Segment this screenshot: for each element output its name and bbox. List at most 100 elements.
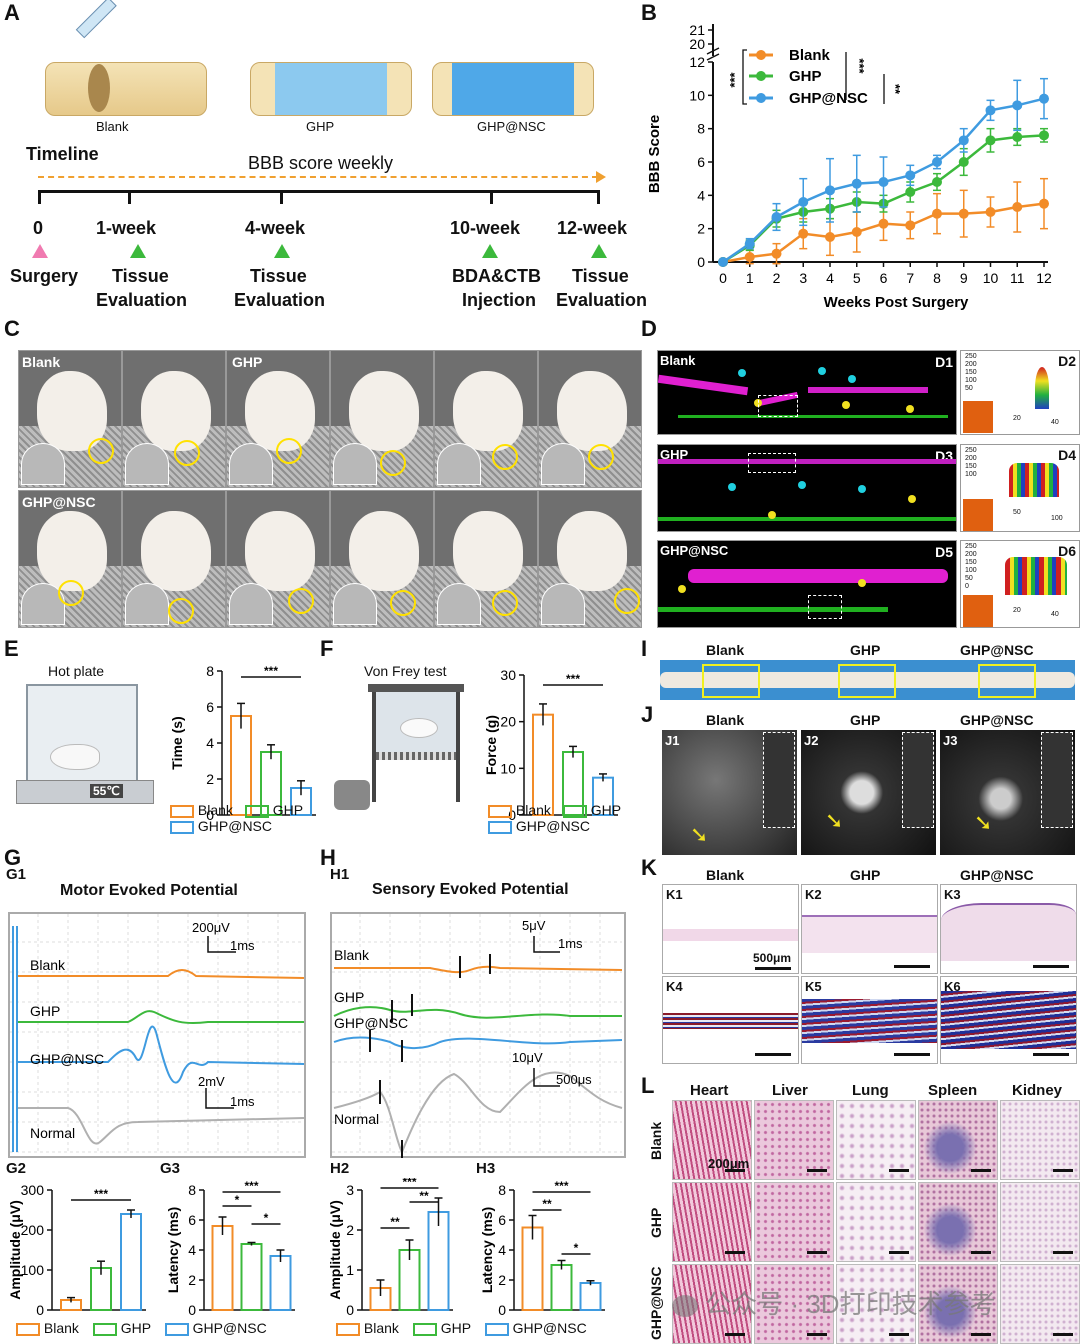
c-paw-circle: [174, 440, 200, 466]
d5-yellow-dot: [858, 579, 866, 587]
bar-ytick-label: 3: [346, 1182, 354, 1198]
d4-thumb: [963, 499, 993, 531]
k6-scalebar: [1033, 1053, 1069, 1056]
chart-b-point: [985, 135, 996, 146]
d1-image: Blank D1: [657, 350, 957, 435]
d5-image: GHP@NSC D5: [657, 540, 957, 628]
c-paw-inset: [541, 583, 585, 625]
c-photo-2: [226, 350, 330, 488]
l-organ-lung: Lung: [852, 1082, 889, 1099]
d4-z2: 150: [965, 463, 977, 470]
c-rat: [453, 511, 523, 591]
h1-title: Sensory Evoked Potential: [372, 881, 569, 898]
c-rat: [245, 511, 315, 591]
bar-ytick-label: 1: [346, 1262, 354, 1278]
k-label-ghp: GHP: [850, 867, 881, 883]
k4-sub: K4: [666, 979, 683, 994]
tick-10w: [490, 190, 493, 204]
implant-label-blank: Blank: [96, 119, 129, 134]
chart-b-point: [932, 177, 942, 187]
c-paw-inset: [333, 443, 377, 485]
chart-b-ytick-label: 8: [697, 121, 705, 137]
legend-h: Blank GHP GHP@NSC: [336, 1320, 587, 1336]
h1-label-blank: Blank: [334, 947, 370, 963]
d3-image: GHP D3: [657, 444, 957, 532]
l-scale-text: 200μm: [708, 1156, 750, 1171]
k6-sub: K6: [944, 979, 961, 994]
chart-b-point: [932, 208, 942, 219]
bar-ytick-label: 10: [500, 760, 516, 776]
legend-e-ghp-swatch: [244, 804, 269, 818]
c-rat: [453, 371, 523, 451]
implant-ghp: [250, 62, 412, 116]
legend-h-blank-swatch: [336, 1322, 360, 1336]
chart-b-point: [905, 187, 916, 197]
panel-label-d: D: [641, 316, 657, 341]
legend-f-ghpnsc-swatch: [488, 820, 512, 834]
sig-label: ***: [264, 664, 278, 678]
h1-scalebar1: [533, 936, 560, 953]
chart-b-xtick-label: 2: [773, 270, 781, 286]
l-organ-spleen: Spleen: [928, 1082, 978, 1099]
panel-label-i: I: [641, 636, 648, 661]
chart-b-point: [718, 257, 728, 267]
c-photo-7: [122, 490, 226, 628]
l-scalebar: [807, 1333, 827, 1336]
d2-z4: 50: [965, 385, 973, 392]
l-scalebar: [971, 1251, 991, 1254]
c-rat: [141, 371, 211, 451]
sig-b-0: ***: [727, 71, 742, 87]
triangle-12w-icon: [591, 244, 607, 258]
k6-tissue: [941, 991, 1076, 1049]
legend-h-blank: Blank: [363, 1320, 399, 1336]
chart-b-ytick-label: 6: [697, 154, 705, 170]
bar-GHP: [240, 1243, 263, 1311]
l-row-ghp: GHP: [648, 1207, 664, 1238]
d1-magenta-fiber3: [808, 387, 928, 393]
bar-ytick-label: 2: [346, 1222, 354, 1238]
k3-tissue: [941, 903, 1076, 961]
legend-ghpnsc-label: GHP@NSC: [789, 90, 868, 107]
d4-xtick2: 100: [1051, 515, 1063, 522]
g1-title: Motor Evoked Potential: [60, 882, 238, 899]
chart-b-ytick-label: 12: [689, 54, 705, 70]
mouse-icon-f: [400, 718, 438, 738]
l-row-ghpnsc: GHP@NSC: [648, 1266, 664, 1340]
milestone-2-event1: Tissue: [250, 266, 307, 286]
i-box-blank: [702, 664, 760, 698]
chart-b-ytick-label: 21: [689, 22, 705, 38]
d6-xtick1: 20: [1013, 607, 1021, 614]
d6-z5: 0: [965, 583, 969, 590]
bar-Blank: [211, 1225, 234, 1311]
c-paw-circle: [588, 444, 614, 470]
timeline-arrow-head: [596, 171, 606, 183]
d-label-ghp: GHP: [660, 447, 689, 462]
implant-label-ghpnsc: GHP@NSC: [477, 119, 546, 134]
panel-label-a: A: [4, 0, 20, 25]
c-paw-inset: [229, 443, 273, 485]
chart-g2: 0 100 200 300 Amplitude (μV) ***: [7, 1182, 146, 1318]
sig-b-1: ***: [852, 58, 867, 74]
l-lung-tile: [836, 1100, 916, 1180]
triangle-4w-icon: [274, 244, 290, 258]
c-label-blank: Blank: [22, 354, 61, 370]
i-label-blank: Blank: [706, 642, 745, 658]
chart-b-xtick-label: 3: [799, 270, 807, 286]
k2-tile: K2: [801, 884, 938, 974]
chart-b-ytick-label: 2: [697, 221, 705, 237]
chart-b-point: [905, 170, 916, 181]
legend-h-ghp: GHP: [440, 1320, 471, 1336]
g1-trace-normal: [18, 1107, 305, 1145]
j2-mri: J2 ➘: [801, 730, 936, 855]
legend-e-ghpnsc: GHP@NSC: [197, 818, 272, 834]
c-rat: [557, 371, 627, 451]
d6-z0: 250: [965, 543, 977, 550]
g1-trace-ghpnsc: [18, 1025, 305, 1084]
l-liver-tile: [754, 1100, 834, 1180]
d4-z1: 200: [965, 455, 977, 462]
legend-g-ghp-swatch: [92, 1322, 117, 1336]
j-label-ghp: GHP: [850, 712, 881, 728]
d2-z3: 100: [965, 377, 977, 384]
d6-z2: 150: [965, 559, 977, 566]
l-scalebar: [1053, 1333, 1073, 1336]
